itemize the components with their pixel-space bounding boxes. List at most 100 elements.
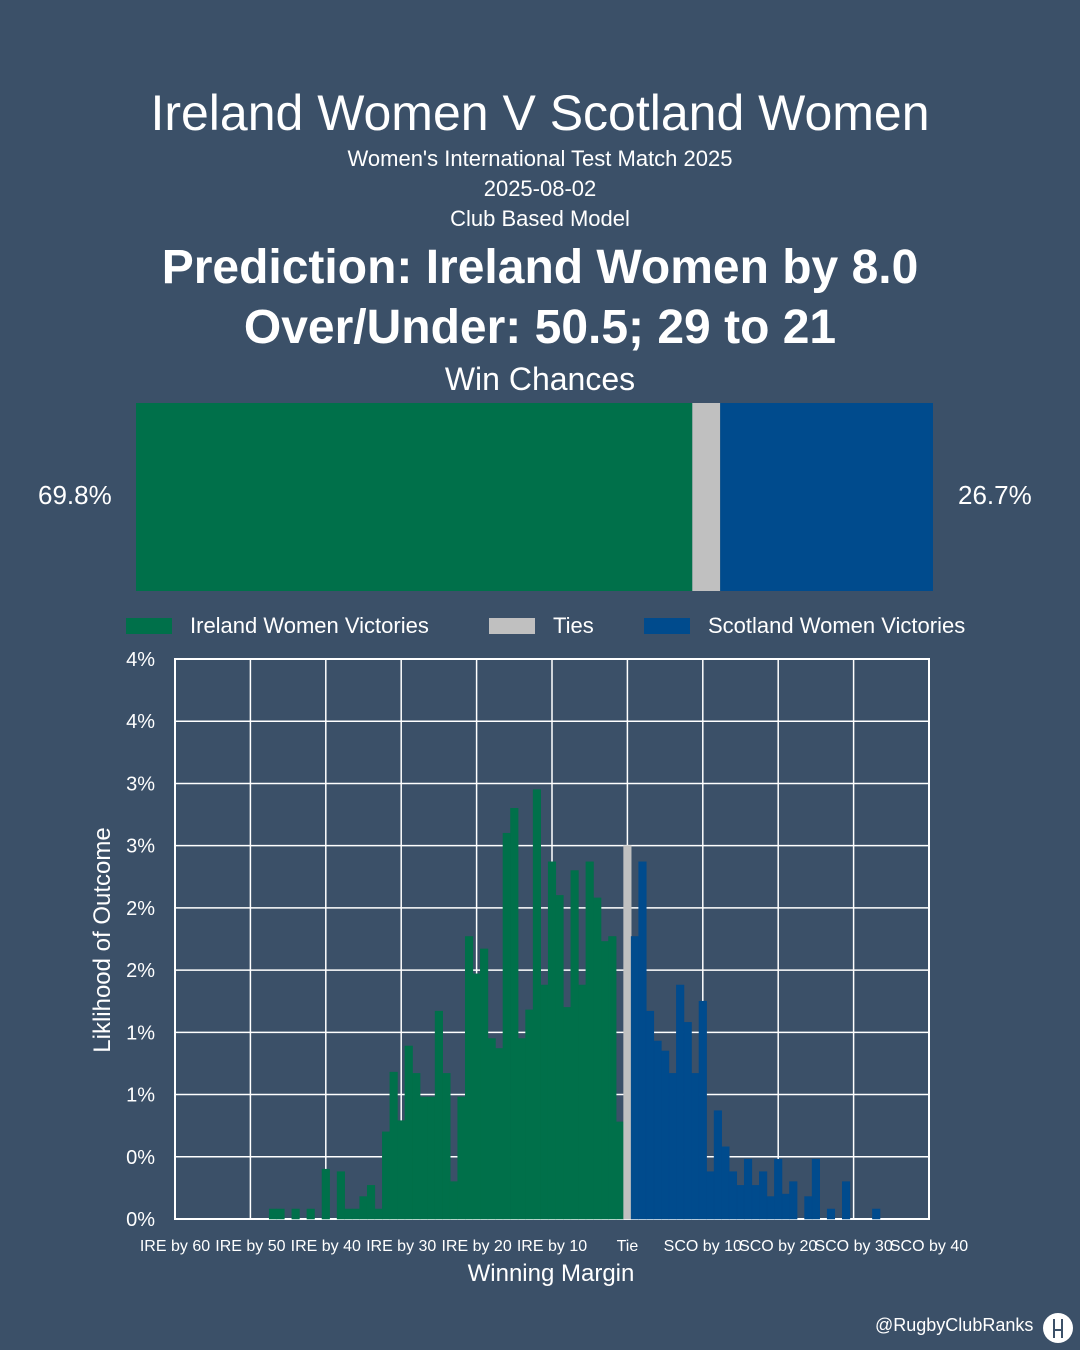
x-tick-label-0: IRE by 60 [140,1238,210,1255]
bar-s2-19 [774,1158,783,1220]
bar-s2-5 [668,1073,677,1220]
y-tick-label-4: 2% [126,960,155,982]
bar-s0-18 [404,1045,413,1220]
win-chances-title: Win Chances [444,361,636,397]
bar-s0-11 [351,1208,361,1220]
over-under-headline: Over/Under: 50.5; 29 to 21 [243,301,837,354]
legend-swatch-scotland [644,618,690,634]
twitter-handle[interactable]: @RugbyClubRanks [875,1315,1034,1335]
y-tick-label-6: 3% [126,836,155,858]
win-bar-scotland [720,403,933,591]
x-tick-label-7: SCO by 10 [664,1238,742,1255]
bar-s0-22 [434,1010,443,1220]
bar-s0-29 [487,1038,496,1220]
bar-s2-13 [728,1171,738,1220]
bar-s2-10 [706,1171,715,1220]
bar-s0-25 [457,1096,466,1220]
bar-s0-45 [608,936,617,1220]
bar-s0-28 [480,948,489,1220]
bar-s0-34 [525,1009,534,1220]
bar-s0-39 [563,1007,572,1220]
bar-s2-28 [841,1181,851,1220]
win-bar-ireland [136,403,693,591]
page-title: Ireland Women V Scotland Women [150,85,930,141]
bar-s0-16 [389,1071,398,1220]
bar-s2-4 [661,1050,670,1220]
bar-s0-5 [306,1208,315,1220]
bar-s0-31 [502,832,511,1220]
x-tick-label-6: Tie [617,1238,639,1255]
bar-s0-20 [419,1096,428,1220]
bar-s0-32 [510,808,519,1220]
legend-label-ties: Ties [553,613,594,638]
bar-s2-23 [804,1196,813,1220]
bar-s0-38 [555,895,564,1220]
bar-s0-0 [268,1208,278,1220]
bar-s0-3 [291,1208,300,1220]
legend-label-ireland: Ireland Women Victories [190,613,429,638]
margin-histogram: 0%0%1%1%2%2%3%3%4%4% IRE by 60 IRE by 50 I… [89,649,968,1287]
bar-s0-13 [366,1185,376,1220]
bar-s2-21 [789,1181,798,1220]
bar-s2-12 [721,1146,730,1220]
y-axis-label: Liklihood of Outcome [89,827,116,1052]
y-tick-labels: 0% 0% 1% 1% 2% 2% 3% 3% 4% 4% [126,649,155,1231]
bar-s0-36 [540,984,549,1220]
bar-s0-24 [449,1181,459,1220]
bar-s2-17 [759,1171,768,1220]
bar-s2-26 [826,1208,836,1220]
legend-swatch-ties [489,618,535,634]
x-tick-label-9: SCO by 30 [814,1238,892,1255]
bar-s0-15 [382,1131,391,1220]
bar-s1-0 [623,845,632,1220]
win-bar-tie [692,403,721,591]
bar-s2-7 [683,1022,692,1220]
y-tick-label-8: 4% [126,711,155,733]
bar-s0-42 [585,861,594,1220]
y-tick-label-3: 1% [126,1022,155,1044]
bar-s2-0 [630,936,640,1220]
legend-scotland: Scotland Women Victories [644,612,965,640]
scotland-win-pct: 26.7% [958,480,1032,510]
bar-s2-15 [743,1158,753,1220]
bar-s2-2 [645,1010,655,1220]
win-chances-bar [136,403,933,591]
x-tick-label-1: IRE by 50 [215,1238,285,1255]
bar-s2-9 [698,1000,707,1220]
legend-label-scotland: Scotland Women Victories [708,613,966,638]
bar-s0-1 [276,1208,285,1220]
bar-s0-30 [495,1048,504,1220]
prediction-headline: Prediction: Ireland Women by 8.0 [161,241,919,294]
x-tick-label-3: IRE by 30 [366,1238,436,1255]
model-name: Club Based Model [450,206,630,231]
bar-s0-17 [397,1120,406,1220]
bar-s0-46 [615,1121,624,1220]
ireland-win-pct: 69.8% [38,480,112,510]
y-tick-label-0: 0% [126,1209,155,1231]
bar-s0-44 [600,941,609,1220]
y-tick-label-2: 1% [126,1085,155,1107]
bar-s2-11 [713,1110,722,1220]
bar-s0-27 [472,973,481,1220]
bar-s0-21 [427,1096,436,1220]
legend-swatch-ireland [126,618,172,634]
bar-s0-19 [412,1073,421,1220]
y-tick-label-1: 0% [126,1147,155,1169]
bar-s2-8 [691,1073,700,1220]
x-tick-label-5: IRE by 10 [517,1238,587,1255]
bar-s0-37 [547,861,557,1220]
x-tick-label-2: IRE by 40 [291,1238,361,1255]
bar-s0-40 [570,870,579,1220]
rugby-posts-icon [1043,1313,1073,1343]
y-tick-label-7: 3% [126,773,155,795]
legend-ties: Ties [489,612,594,640]
bar-s2-18 [766,1196,775,1220]
bar-s2-1 [638,861,647,1220]
y-tick-label-5: 2% [126,898,155,920]
bar-s2-6 [676,984,685,1220]
x-tick-label-8: SCO by 20 [739,1238,817,1255]
bar-s2-20 [781,1193,790,1220]
legend-ireland: Ireland Women Victories [126,612,429,640]
x-tick-label-4: IRE by 20 [441,1238,511,1255]
